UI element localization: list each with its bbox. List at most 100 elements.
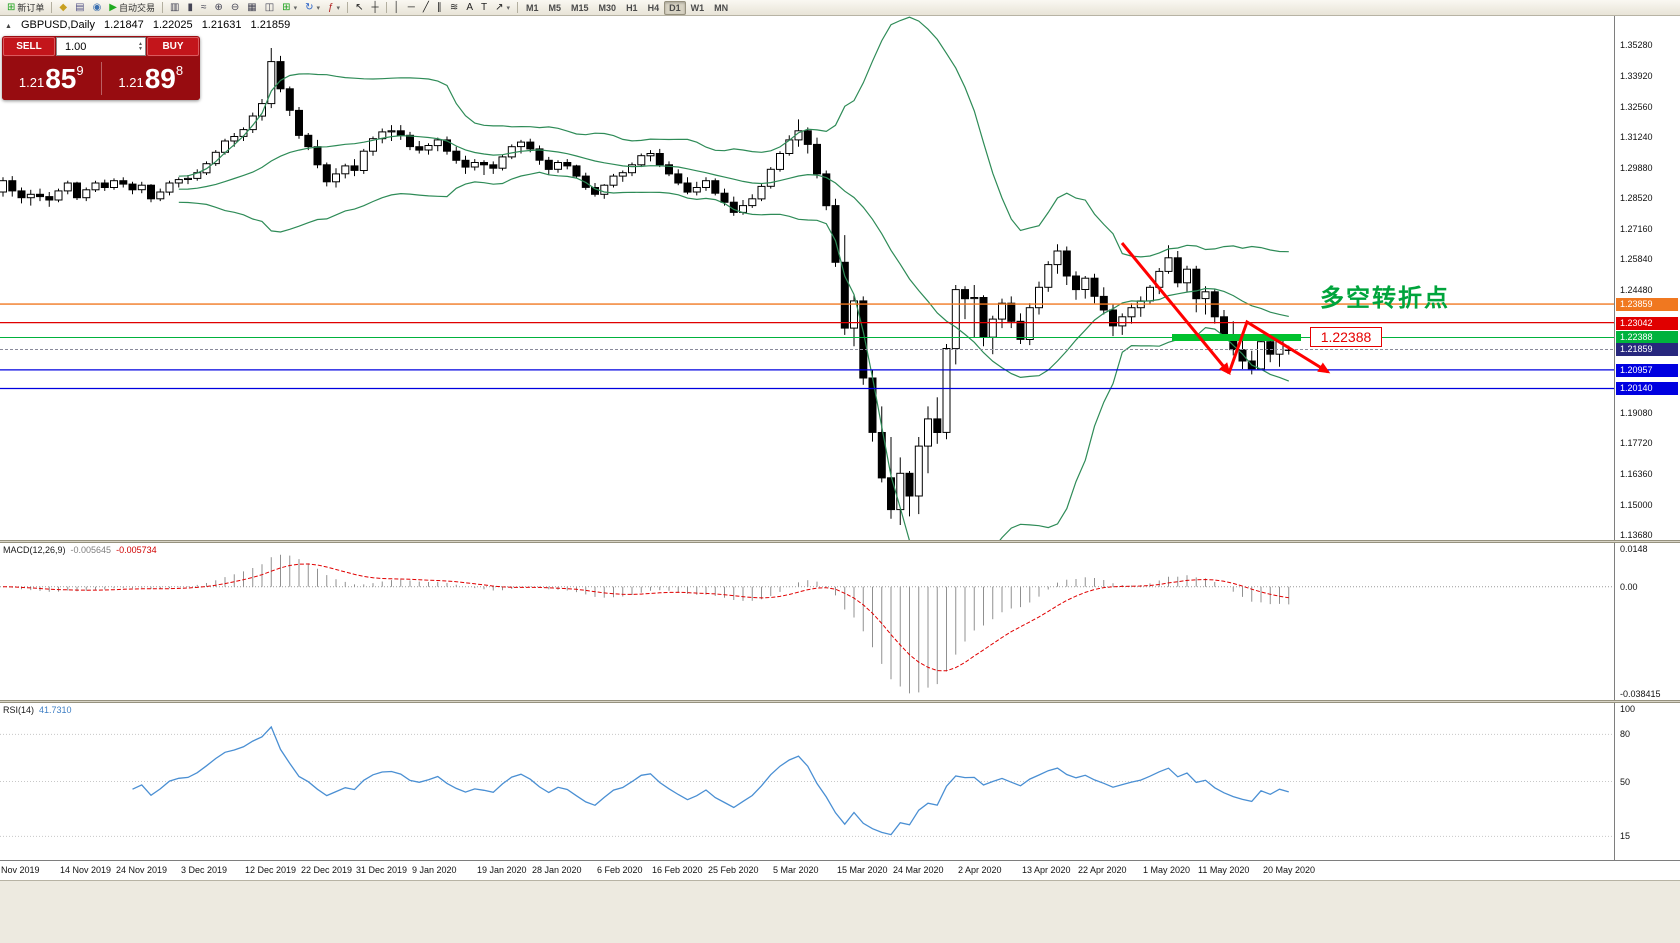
price-tick: 1.29880 [1620,163,1653,173]
rsi-canvas[interactable] [0,703,1614,860]
rsi-axis-tick: 15 [1620,831,1631,841]
date-label: 15 Mar 2020 [837,865,888,875]
rsi-panel: RSI(14) 41.7310 [0,703,1614,860]
price-tick: 1.25840 [1620,254,1653,264]
channel-tool-icon: ∥ [436,1,442,13]
price-divider [100,62,102,95]
dropdown-arrow-icon[interactable]: ▾ [293,4,298,12]
dropdown-arrow-icon[interactable]: ▾ [506,4,510,12]
price-tick: 1.17720 [1620,438,1653,448]
zoom-in-icon: ⊕ [214,1,223,13]
timeframe-d1-button[interactable]: D1 [664,0,686,15]
volume-down-icon[interactable]: ▼ [138,45,143,52]
ohlc-open: 1.21847 [104,19,144,31]
horizontal-line-tool-icon: ─ [407,1,415,13]
symbols-icon[interactable]: ◆ [55,1,71,15]
horizontal-line-tool-button[interactable]: ─ [404,1,419,15]
fibonacci-tool-button[interactable]: ≋ [446,1,462,15]
timeframe-m5-button[interactable]: M5 [548,2,562,13]
trendline-tool-icon: ╱ [422,1,429,13]
bar-chart-mode-button[interactable]: ▥ [166,1,183,15]
price-tick: 1.32560 [1620,102,1653,112]
date-label: 2 Apr 2020 [958,865,1002,875]
timeframe-h4-button[interactable]: H4 [647,2,660,13]
timeframe-m30-button[interactable]: M30 [598,2,617,13]
macd-axis-tick: 0.00 [1620,582,1638,592]
new-order-button[interactable]: ⊞ 新订单 [7,1,45,13]
dropdown-arrow-icon[interactable]: ▾ [316,4,320,12]
rsi-axis-tick: 50 [1620,777,1631,787]
timeframe-m15-button[interactable]: M15 [571,2,589,13]
main-toolbar: ⊞ 新订单 ◆ ▤ ◉ ▶ 自动交易 ▥ ▮ ≈ ⊕ ⊖ ▦ ◫ ⊞ ▾ ↻ ▾ ƒ ▾ ↖ ┼ │ ─ ╱ ∥ ≋ A T ↗ ▾ M1 M5… [0,0,1680,16]
price-axis[interactable]: 1.35280 1.33920 1.32560 1.31240 1.29880 1.285… [1614,16,1680,860]
price-tick: 1.33920 [1620,71,1653,81]
market-watch-icon[interactable]: ▤ [71,1,88,15]
sell-button[interactable]: SELL [3,37,55,56]
data-window-icon[interactable]: ◉ [89,1,106,15]
date-label: 1 May 2020 [1143,865,1191,875]
volume-up-icon[interactable]: ▲ [138,40,143,47]
chart-shift-button[interactable]: ◫ [261,1,278,15]
toolbar-separator [162,2,164,13]
ohlc-close: 1.21859 [250,19,291,31]
cursor-tool-icon: ↖ [355,1,364,13]
ohlc-high: 1.22025 [152,19,193,31]
trendline-tool-button[interactable]: ╱ [419,1,433,15]
macd-label: MACD(12,26,9) -0.005645 -0.005734 [3,545,157,555]
panel-divider-macd[interactable] [0,540,1680,543]
price-tick: 1.28520 [1620,193,1653,203]
rsi-value: 41.7310 [39,705,72,715]
zoom-in-button[interactable]: ⊕ [210,1,226,15]
arrows-tool-button[interactable]: ↗ ▾ [491,1,514,15]
cursor-tool-button[interactable]: ↖ [351,1,367,15]
symbols-icon-icon: ◆ [59,1,68,13]
timeframe-h1-button[interactable]: H1 [626,2,638,13]
rsi-axis-tick: 100 [1620,704,1636,714]
buy-button[interactable]: BUY [147,37,199,56]
rsi-label: RSI(14) 41.7310 [3,705,72,715]
volume-input[interactable]: 1.00 ▲ ▼ [56,37,146,56]
candlestick-mode-button[interactable]: ▮ [183,1,197,15]
date-label: 20 May 2020 [1263,865,1316,875]
channel-tool-button[interactable]: ∥ [433,1,446,15]
new-chart-button[interactable]: ⊞ ▾ [278,1,301,15]
zoom-out-button[interactable]: ⊖ [227,1,243,15]
dropdown-arrow-icon[interactable]: ▾ [336,4,341,12]
new-chart-icon: ⊞ [282,1,291,13]
text-tool-button[interactable]: A [462,1,477,15]
buy-price[interactable]: 1.21 89 8 [118,62,184,94]
date-label: 14 Nov 2019 [60,865,112,875]
indicators-button[interactable]: ƒ ▾ [324,1,344,15]
label-tool-button[interactable]: T [477,1,491,15]
timeframe-mn-button[interactable]: MN [714,2,729,13]
auto-scroll-button[interactable]: ▦ [243,1,260,15]
line-chart-mode-button[interactable]: ≈ [197,1,211,15]
time-axis[interactable]: Nov 2019 14 Nov 2019 24 Nov 2019 3 Dec 2019… [0,860,1680,880]
date-label: 12 Dec 2019 [245,865,297,875]
price-tick: 1.19080 [1620,408,1653,418]
date-label: 24 Nov 2019 [116,865,168,875]
panel-divider-rsi[interactable] [0,700,1680,703]
vertical-line-tool-button[interactable]: │ [390,1,404,15]
date-label: 24 Mar 2020 [893,865,944,875]
turning-point-annotation: 多空转折点 [1320,285,1450,312]
indicators-icon: ƒ [327,1,334,13]
market-watch-icon-icon: ▤ [75,1,85,13]
price-tag: 1.20140 [1616,382,1678,395]
crosshair-tool-button[interactable]: ┼ [367,1,382,15]
price-tick: 1.24480 [1620,285,1653,295]
timeframe-m1-button[interactable]: M1 [526,2,539,13]
one-click-toggle-icon[interactable]: ▲ [5,23,12,30]
profiles-button[interactable]: ↻ ▾ [301,1,324,15]
price-tick: 1.15000 [1620,500,1653,510]
autotrading-button[interactable]: ▶ 自动交易 [109,1,156,13]
timeframe-w1-button[interactable]: W1 [690,2,705,13]
volume-stepper[interactable]: ▲ ▼ [138,40,143,52]
macd-axis-tick: 0.0148 [1620,544,1648,554]
macd-canvas[interactable] [0,543,1614,700]
sell-price[interactable]: 1.21 85 9 [18,62,84,94]
price-tag: 1.23042 [1616,317,1678,330]
candlestick-mode-icon: ▮ [187,1,193,13]
date-label: 22 Dec 2019 [301,865,353,875]
level-price-label[interactable]: 1.22388 [1310,327,1382,347]
